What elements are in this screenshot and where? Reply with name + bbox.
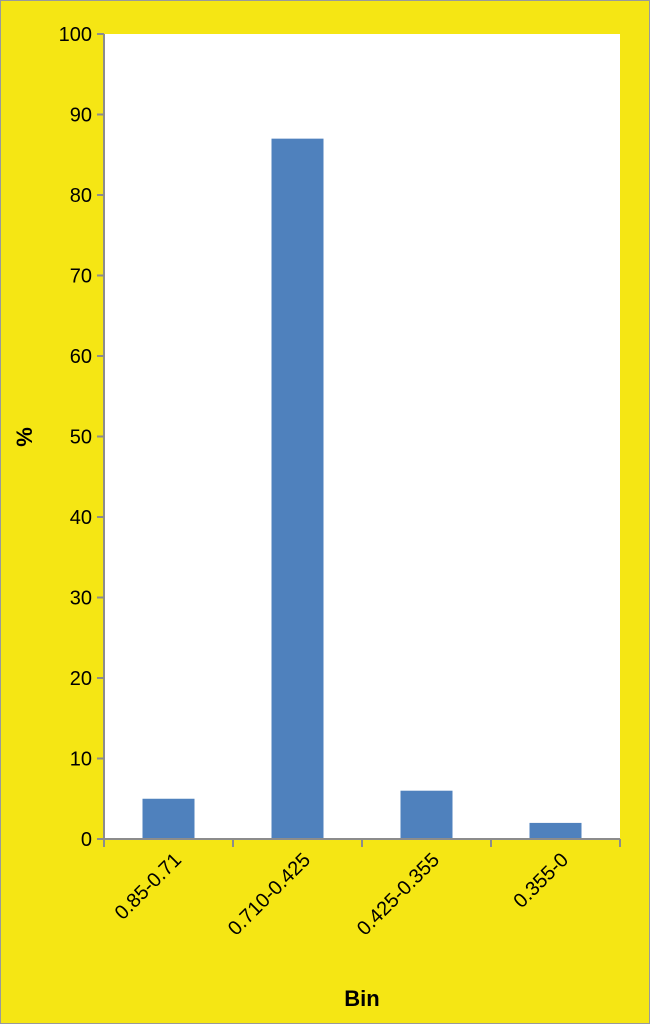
y-tick-label: 60 [70, 346, 92, 368]
x-axis-label: Bin [344, 986, 379, 1011]
y-tick-label: 70 [70, 266, 92, 288]
bar-0.355-0 [529, 822, 582, 839]
y-tick-label: 80 [70, 185, 92, 207]
x-tick-label: 0.85-0.71 [111, 849, 186, 924]
x-tick-label: 0.355-0 [510, 849, 574, 913]
y-tick-label: 20 [70, 668, 92, 690]
y-tick-label: 10 [70, 749, 92, 771]
bar-0.710-0.425 [271, 138, 324, 839]
y-tick-label: 50 [70, 427, 92, 449]
y-tick-label: 40 [70, 507, 92, 529]
y-tick-label: 0 [81, 829, 92, 851]
bar-0.425-0.355 [400, 790, 453, 839]
y-tick-label: 30 [70, 588, 92, 610]
x-tick-label: 0.710-0.425 [224, 849, 315, 940]
y-tick-label: 90 [70, 105, 92, 127]
y-axis-label: % [12, 427, 37, 447]
y-tick-label: 100 [59, 24, 92, 46]
x-tick-label: 0.425-0.355 [353, 849, 444, 940]
plot-area [104, 34, 620, 839]
bar-0.85-0.71 [142, 798, 195, 839]
